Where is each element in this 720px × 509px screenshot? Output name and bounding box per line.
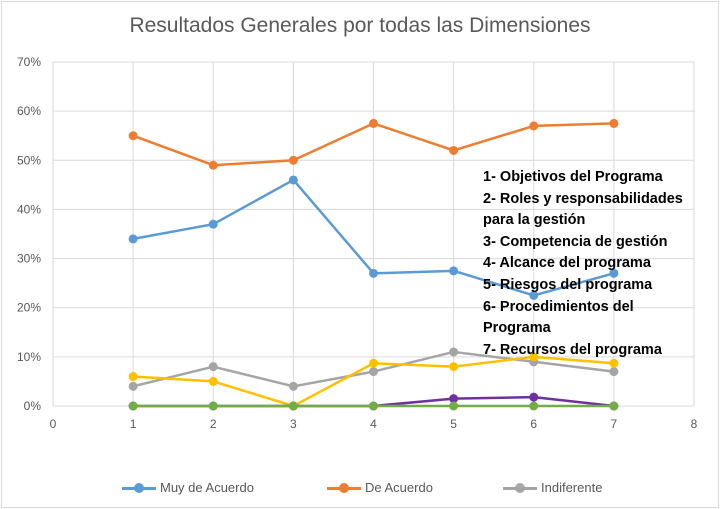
- legend-swatch: [122, 482, 156, 494]
- data-point-muy-de-acuerdo: [529, 290, 539, 300]
- chart-title: Resultados Generales por todas las Dimen…: [129, 14, 591, 37]
- y-tick-label: 60%: [17, 104, 41, 118]
- legend-item: De Acuerdo: [327, 480, 433, 495]
- data-point-series-4: [369, 358, 378, 368]
- y-tick-label: 20%: [17, 301, 41, 315]
- data-point-muy-de-acuerdo: [449, 266, 459, 276]
- data-point-de-acuerdo: [128, 131, 138, 141]
- x-tick-label: 3: [290, 417, 297, 431]
- legend-item: Indiferente: [503, 480, 602, 495]
- data-point-muy-de-acuerdo: [609, 268, 619, 278]
- annotation-line: 3- Competencia de gestión: [483, 233, 668, 250]
- y-tick-label: 70%: [17, 55, 41, 69]
- x-tick-label: 4: [370, 417, 377, 431]
- annotation-line: 6- Procedimientos del: [483, 298, 634, 315]
- data-point-muy-de-acuerdo: [369, 268, 378, 278]
- annotation-line: 7- Recursos del programa: [483, 341, 662, 358]
- data-point-de-acuerdo: [369, 118, 378, 128]
- data-point-indiferente: [208, 362, 218, 372]
- data-point-indiferente: [609, 367, 619, 377]
- data-point-series-4: [208, 376, 218, 386]
- data-point-de-acuerdo: [208, 160, 218, 170]
- annotation-line: 1- Objetivos del Programa: [483, 169, 663, 185]
- x-tick-label: 2: [210, 417, 217, 431]
- legend-label: Muy de Acuerdo: [160, 480, 254, 495]
- data-point-de-acuerdo: [609, 118, 619, 128]
- data-point-series-6: [529, 401, 539, 411]
- x-tick-label: 6: [530, 417, 537, 431]
- data-point-series-6: [128, 401, 138, 411]
- x-tick-label: 5: [450, 417, 457, 431]
- data-point-muy-de-acuerdo: [128, 234, 138, 244]
- data-point-indiferente: [369, 367, 378, 377]
- annotation-line: 5- Riesgos del programa: [483, 276, 653, 293]
- data-point-series-4: [529, 352, 539, 362]
- chart-legend: Muy de Acuerdo De Acuerdo Indiferente: [0, 480, 720, 500]
- data-point-de-acuerdo: [449, 145, 459, 155]
- y-tick-label: 50%: [17, 153, 41, 167]
- data-point-de-acuerdo: [529, 121, 539, 131]
- legend-label: De Acuerdo: [365, 480, 433, 495]
- data-point-series-4: [609, 358, 619, 368]
- data-point-de-acuerdo: [288, 155, 298, 165]
- y-tick-label: 0%: [24, 399, 42, 413]
- data-point-series-4: [128, 372, 138, 382]
- dimension-annotation: 1- Objetivos del Programa 2- Roles y resp…: [483, 167, 703, 361]
- data-point-series-6: [208, 401, 218, 411]
- y-tick-label: 40%: [17, 202, 41, 216]
- data-point-muy-de-acuerdo: [208, 219, 218, 229]
- annotation-line: 4- Alcance del programa: [483, 255, 651, 272]
- y-tick-label: 30%: [17, 252, 41, 266]
- x-tick-label: 0: [50, 417, 57, 431]
- annotation-line: para la gestión: [483, 212, 586, 229]
- data-point-series-6: [609, 401, 619, 411]
- annotation-line: Programa: [483, 320, 551, 337]
- data-point-indiferente: [449, 347, 459, 357]
- data-point-muy-de-acuerdo: [288, 175, 298, 185]
- data-point-series-5: [449, 394, 459, 404]
- legend-item: Muy de Acuerdo: [122, 480, 254, 495]
- x-tick-label: 7: [611, 417, 618, 431]
- legend-swatch: [327, 482, 361, 494]
- x-tick-label: 8: [691, 417, 698, 431]
- data-point-series-6: [369, 401, 378, 411]
- data-point-indiferente: [128, 381, 138, 391]
- data-point-series-6: [288, 401, 298, 411]
- data-point-indiferente: [288, 381, 298, 391]
- data-point-series-4: [449, 362, 459, 372]
- annotation-line: 2- Roles y responsabilidades: [483, 190, 683, 207]
- x-tick-label: 1: [130, 417, 137, 431]
- legend-label: Indiferente: [541, 480, 603, 495]
- legend-swatch: [503, 482, 537, 494]
- data-point-series-5: [529, 392, 539, 402]
- y-tick-label: 10%: [17, 350, 41, 364]
- data-point-series-6: [449, 401, 459, 411]
